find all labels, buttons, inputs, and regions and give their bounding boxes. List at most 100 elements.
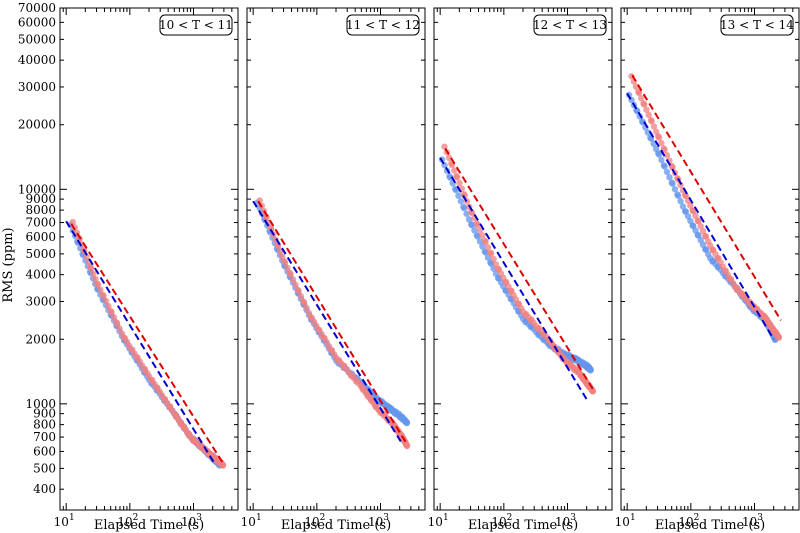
data-point — [775, 333, 782, 341]
data-point — [661, 146, 668, 153]
data-point — [640, 101, 648, 108]
x-axis-title: Elapsed Time (s) — [468, 518, 578, 533]
data-point — [671, 185, 679, 193]
panel-label: 10 < T < 11 — [159, 18, 233, 32]
data-point — [97, 286, 104, 293]
data-point — [295, 287, 302, 295]
y-tick-label: 10000 — [18, 182, 56, 196]
data-point — [479, 232, 486, 239]
panel-label-box — [346, 14, 420, 36]
data-point — [451, 167, 458, 174]
y-tick-label: 50000 — [18, 32, 56, 46]
data-point — [289, 276, 297, 283]
data-point — [403, 419, 411, 426]
data-point — [484, 244, 492, 251]
data-point — [297, 293, 305, 300]
y-tick-label: 4000 — [25, 268, 56, 282]
x-tick-label: 101 — [615, 513, 636, 529]
x-tick-label: 102 — [678, 513, 699, 529]
series-blue — [67, 221, 224, 469]
y-tick-label: 40000 — [18, 53, 56, 67]
data-point — [284, 264, 291, 271]
data-point — [403, 442, 411, 449]
data-point — [697, 223, 704, 230]
y-tick-label: 8000 — [25, 203, 56, 217]
x-tick-label: 103 — [368, 513, 389, 529]
y-tick-label: 3000 — [25, 294, 56, 308]
fit-line-red — [257, 200, 408, 445]
data-point — [277, 248, 284, 255]
data-point — [456, 179, 463, 187]
data-point — [655, 134, 663, 141]
data-point — [281, 259, 289, 266]
x-tick-label: 103 — [181, 513, 202, 529]
data-point — [677, 181, 684, 189]
data-point — [692, 212, 699, 220]
data-point — [661, 163, 668, 170]
data-point — [102, 297, 110, 305]
panel-label-box — [159, 14, 233, 36]
panels: 101 102 103 10 < T < 11 Elapsed Time (s) 400 5… — [18, 1, 800, 533]
data-point — [699, 227, 707, 235]
fit-line-blue — [65, 220, 217, 466]
data-point — [679, 203, 687, 210]
y-tick-label: 30000 — [18, 80, 56, 94]
data-point — [452, 186, 460, 194]
x-tick-label: 102 — [491, 513, 512, 529]
data-point — [445, 154, 453, 162]
data-point — [669, 180, 676, 187]
data-point — [687, 202, 694, 209]
data-point — [474, 233, 481, 240]
panel-label-box — [533, 14, 607, 36]
y-tick-label: 60000 — [18, 15, 56, 29]
data-point — [476, 226, 484, 234]
x-tick-label: 103 — [742, 513, 763, 529]
data-point — [468, 209, 476, 217]
y-axis-title: RMS (ppm) — [1, 227, 16, 302]
data-point — [105, 302, 112, 310]
y-tick-label: 900 — [33, 407, 56, 421]
data-point — [460, 205, 468, 212]
data-point — [441, 143, 448, 150]
series-red — [628, 73, 783, 341]
panel-frame — [433, 7, 613, 511]
panel-1: 101 102 103 10 < T < 11 Elapsed Time (s) 400 5… — [18, 1, 239, 533]
data-point — [482, 249, 489, 256]
data-point — [303, 304, 310, 312]
data-point — [113, 320, 121, 327]
data-point — [487, 250, 495, 257]
panel-label: 11 < T < 12 — [346, 18, 420, 32]
x-tick-label: 101 — [241, 513, 262, 529]
data-point — [471, 227, 478, 234]
panel-label: 13 < T < 14 — [720, 18, 794, 32]
x-tick-label: 102 — [304, 513, 325, 529]
y-tick-label: 20000 — [18, 118, 56, 132]
x-tick-label: 101 — [428, 513, 449, 529]
data-point — [90, 270, 97, 277]
series-red — [69, 218, 227, 469]
y-tick-label: 5000 — [25, 247, 56, 261]
data-point — [682, 192, 689, 200]
y-tick-label: 6000 — [25, 230, 56, 244]
data-point — [300, 299, 308, 306]
panel-3: 101 102 103 12 < T < 13 Elapsed Time (s) — [428, 7, 613, 533]
x-tick-label: 103 — [555, 513, 576, 529]
data-point — [666, 174, 673, 181]
x-tick-label: 102 — [117, 513, 138, 529]
data-point — [655, 151, 663, 158]
data-point — [110, 314, 118, 321]
data-point — [663, 152, 671, 159]
y-tick-label: 700 — [33, 430, 56, 444]
data-point — [645, 111, 652, 119]
data-point — [479, 243, 486, 250]
y-tick-label: 1000 — [25, 397, 56, 411]
data-point — [94, 281, 102, 288]
data-point — [219, 461, 227, 468]
data-point — [644, 129, 652, 136]
data-point — [69, 218, 76, 226]
data-point — [674, 192, 682, 199]
fit-line-blue — [252, 200, 404, 445]
x-axis-title: Elapsed Time (s) — [281, 518, 391, 533]
data-point — [100, 292, 107, 300]
x-axis-title: Elapsed Time (s) — [94, 518, 204, 533]
